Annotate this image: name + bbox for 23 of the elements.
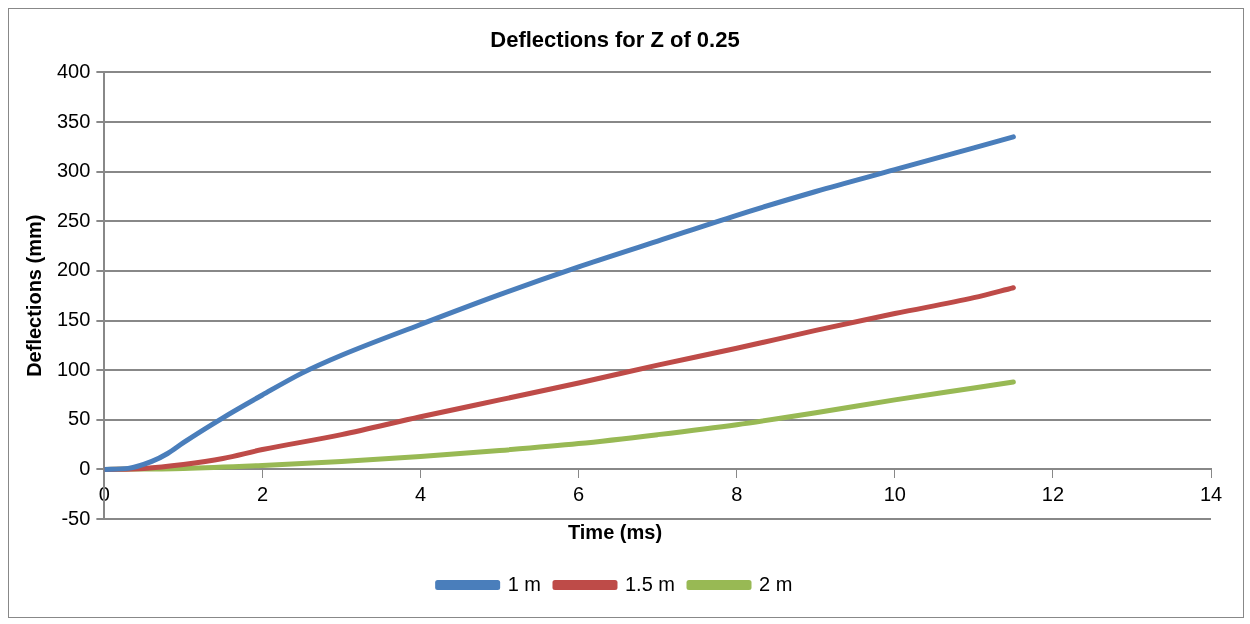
y-tick-label: -50 xyxy=(61,506,91,529)
x-tick-label: 14 xyxy=(1199,482,1223,505)
chart-title: Deflections for Z of 0.25 xyxy=(490,27,740,53)
x-tick-label: 10 xyxy=(883,482,906,505)
y-tick-label: 50 xyxy=(68,407,91,430)
x-tick-label: 2 xyxy=(256,482,269,505)
y-tick-label: 0 xyxy=(79,456,91,479)
x-tick-label: 12 xyxy=(1041,482,1065,505)
y-tick-label: 400 xyxy=(56,59,91,82)
y-axis-title: Deflections (mm) xyxy=(22,214,45,377)
y-tick-label: 200 xyxy=(56,258,91,281)
legend-label: 1.5 m xyxy=(624,572,676,595)
x-tick-label: 4 xyxy=(414,482,427,505)
legend-label: 1 m xyxy=(507,572,541,595)
y-tick-label: 100 xyxy=(56,357,91,380)
x-tick-label: 8 xyxy=(731,482,743,505)
y-tick-label: 250 xyxy=(56,208,91,231)
y-tick-label: 150 xyxy=(56,308,91,331)
y-tick-label: 350 xyxy=(56,109,91,132)
x-tick-label: 6 xyxy=(573,482,585,505)
legend-label: 2 m xyxy=(759,572,793,595)
x-axis-title: Time (ms) xyxy=(567,520,663,543)
y-tick-label: 300 xyxy=(56,159,91,182)
